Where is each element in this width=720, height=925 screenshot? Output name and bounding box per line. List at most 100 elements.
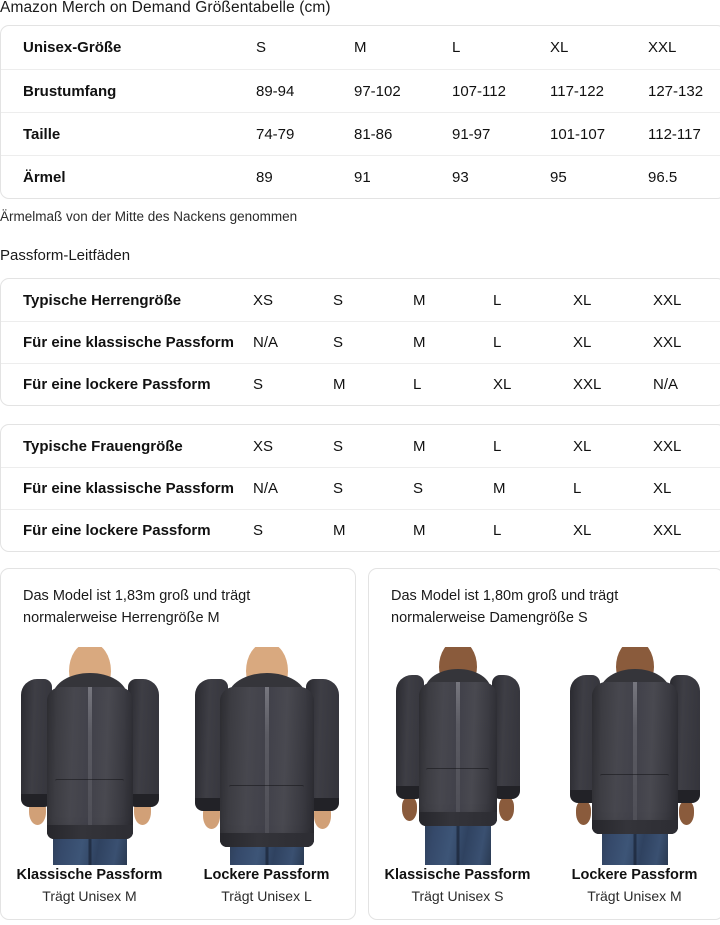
- chest-s: 89-94: [256, 82, 295, 100]
- row-label-womens-classic-fit: Für eine klassische Passform: [23, 480, 234, 497]
- womens-model-figures: [369, 647, 720, 865]
- size-table-header-label: Unisex-Größe: [23, 39, 122, 56]
- waist-xxl: 112-117: [648, 125, 701, 143]
- row-label-typical-mens-size: Typische Herrengröße: [23, 291, 182, 309]
- row-label-chest: Brustumfang: [23, 82, 117, 100]
- table-header-row: Unisex-Größe S M L XL XXL: [1, 26, 720, 69]
- size-table-header-xl: XL: [550, 39, 569, 56]
- row-label-mens-relaxed-fit: Für eine lockere Passform: [23, 376, 211, 393]
- womens-model-caption: Das Model ist 1,80m groß und trägt norma…: [391, 588, 619, 626]
- mens-relaxed-fit-label: Lockere Passform Trägt Unisex L: [178, 865, 355, 907]
- mens-relaxed-0: S: [253, 376, 264, 393]
- womens-classic-fit-wears: Trägt Unisex S: [411, 888, 504, 904]
- mens-relaxed-fit-figure: [178, 647, 355, 865]
- row-label-mens-classic-fit: Für eine klassische Passform: [23, 334, 234, 351]
- table-row: Typische Herrengröße XS S M L XL XXL: [1, 279, 720, 321]
- table-row: Typische Frauengröße XS S M L XL XXL: [1, 425, 720, 467]
- row-label-sleeve: Ärmel: [23, 168, 66, 186]
- womens-relaxed-3: L: [493, 522, 502, 539]
- table-row: Brustumfang 89-94 97-102 107-112 117-122…: [1, 69, 720, 112]
- mens-relaxed-3: XL: [493, 376, 512, 393]
- size-table-header-s: S: [256, 39, 267, 56]
- mens-classic-4: XL: [573, 334, 592, 351]
- sleeve-xxl: 96.5: [648, 168, 678, 186]
- mens-relaxed-fit-name: Lockere Passform: [203, 867, 330, 883]
- womens-classic-0: N/A: [253, 480, 279, 497]
- womens-relaxed-2: M: [413, 522, 426, 539]
- sleeve-xl: 95: [550, 168, 567, 186]
- womens-figure-labels: Klassische Passform Trägt Unisex S Locke…: [369, 865, 720, 907]
- sleeve-measurement-note: Ärmelmaß von der Mitte des Nackens genom…: [0, 209, 298, 224]
- mens-classic-0: N/A: [253, 334, 279, 351]
- womens-classic-2: S: [413, 480, 424, 497]
- mens-fit-guide-table: Typische Herrengröße XS S M L XL XXL Für…: [0, 278, 720, 406]
- chest-m: 97-102: [354, 82, 401, 100]
- womens-typical-2: M: [413, 437, 426, 455]
- womens-typical-1: S: [333, 437, 344, 455]
- womens-typical-3: L: [493, 437, 502, 455]
- table-row: Für eine lockere Passform S M M L XL XXL: [1, 509, 720, 551]
- table-row: Für eine lockere Passform S M L XL XXL N…: [1, 363, 720, 405]
- chest-l: 107-112: [452, 82, 506, 100]
- mens-typical-5: XXL: [653, 291, 682, 309]
- mens-typical-0: XS: [253, 291, 274, 309]
- mens-typical-1: S: [333, 291, 344, 309]
- womens-classic-fit-name: Klassische Passform: [384, 867, 531, 883]
- womens-relaxed-5: XXL: [653, 522, 682, 539]
- womens-classic-fit-figure: [369, 647, 546, 865]
- womens-classic-fit-label: Klassische Passform Trägt Unisex S: [369, 865, 546, 907]
- womens-fit-guide-table: Typische Frauengröße XS S M L XL XXL Für…: [0, 424, 720, 552]
- womens-classic-5: XL: [653, 480, 672, 497]
- mens-figure-labels: Klassische Passform Trägt Unisex M Locke…: [1, 865, 355, 907]
- row-label-typical-womens-size: Typische Frauengröße: [23, 437, 183, 455]
- womens-classic-1: S: [333, 480, 344, 497]
- womens-model-panel: Das Model ist 1,80m groß und trägt norma…: [368, 568, 720, 920]
- mens-typical-2: M: [413, 291, 426, 309]
- mens-classic-3: L: [493, 334, 502, 351]
- mens-relaxed-1: M: [333, 376, 346, 393]
- waist-xl: 101-107: [550, 125, 606, 143]
- mens-relaxed-4: XXL: [573, 376, 602, 393]
- table-row: Taille 74-79 81-86 91-97 101-107 112-117: [1, 112, 720, 155]
- mens-classic-5: XXL: [653, 334, 682, 351]
- mens-typical-3: L: [493, 291, 502, 309]
- womens-relaxed-4: XL: [573, 522, 592, 539]
- womens-relaxed-0: S: [253, 522, 264, 539]
- sleeve-l: 93: [452, 168, 469, 186]
- womens-typical-5: XXL: [653, 437, 682, 455]
- chest-xxl: 127-132: [648, 82, 704, 100]
- womens-classic-4: L: [573, 480, 582, 497]
- mens-classic-1: S: [333, 334, 344, 351]
- mens-classic-fit-wears: Trägt Unisex M: [42, 888, 137, 904]
- mens-typical-4: XL: [573, 291, 592, 309]
- mens-classic-fit-figure: [1, 647, 178, 865]
- table-row: Für eine klassische Passform N/A S S M L…: [1, 467, 720, 509]
- row-label-waist: Taille: [23, 125, 61, 143]
- row-label-womens-relaxed-fit: Für eine lockere Passform: [23, 522, 211, 539]
- mens-model-figures: [1, 647, 355, 865]
- mens-classic-fit-name: Klassische Passform: [16, 867, 163, 883]
- size-table-header-l: L: [452, 39, 461, 56]
- size-table-header-xxl: XXL: [648, 39, 677, 56]
- womens-classic-3: M: [493, 480, 506, 497]
- mens-model-panel: Das Model ist 1,83m groß und trägt norma…: [0, 568, 356, 920]
- size-table-header-m: M: [354, 39, 367, 56]
- sleeve-s: 89: [256, 168, 273, 186]
- mens-relaxed-5: N/A: [653, 376, 679, 393]
- mens-classic-2: M: [413, 334, 426, 351]
- table-row: Ärmel 89 91 93 95 96.5: [1, 155, 720, 198]
- womens-relaxed-fit-label: Lockere Passform Trägt Unisex M: [546, 865, 720, 907]
- mens-classic-fit-label: Klassische Passform Trägt Unisex M: [1, 865, 178, 907]
- waist-m: 81-86: [354, 125, 393, 143]
- page-title: Amazon Merch on Demand Größentabelle (cm…: [0, 0, 331, 16]
- womens-relaxed-fit-figure: [546, 647, 720, 865]
- womens-typical-4: XL: [573, 437, 592, 455]
- fit-guides-heading: Passform-Leitfäden: [0, 247, 131, 264]
- womens-relaxed-1: M: [333, 522, 346, 539]
- table-row: Für eine klassische Passform N/A S M L X…: [1, 321, 720, 363]
- sleeve-m: 91: [354, 168, 371, 186]
- chest-xl: 117-122: [550, 82, 604, 100]
- mens-relaxed-2: L: [413, 376, 422, 393]
- unisex-size-table: Unisex-Größe S M L XL XXL Brustumfang 89…: [0, 25, 720, 199]
